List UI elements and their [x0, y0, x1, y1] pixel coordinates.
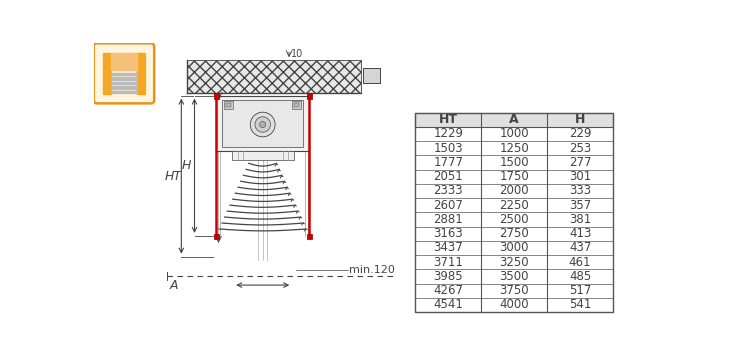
- Text: A: A: [170, 279, 178, 292]
- Bar: [216, 96, 309, 151]
- Bar: [111, 77, 137, 79]
- Text: 253: 253: [569, 142, 591, 155]
- Text: 2500: 2500: [500, 213, 529, 226]
- Bar: [363, 68, 380, 83]
- Text: HT: HT: [165, 170, 182, 183]
- Text: 357: 357: [569, 199, 591, 212]
- Text: H: H: [182, 159, 191, 172]
- Bar: [111, 73, 137, 75]
- Text: 2333: 2333: [433, 184, 463, 197]
- Circle shape: [251, 112, 275, 137]
- FancyBboxPatch shape: [94, 43, 154, 103]
- Text: 10: 10: [291, 49, 304, 59]
- Text: 1503: 1503: [433, 142, 463, 155]
- Bar: [416, 113, 613, 127]
- Text: A: A: [509, 113, 519, 126]
- Text: 3437: 3437: [433, 242, 464, 255]
- Text: 3163: 3163: [433, 227, 464, 240]
- Bar: [295, 103, 299, 107]
- Text: 2000: 2000: [500, 184, 529, 197]
- Text: H: H: [574, 113, 585, 126]
- Text: 1000: 1000: [500, 127, 529, 140]
- Text: 3711: 3711: [433, 256, 464, 269]
- Text: 2750: 2750: [500, 227, 529, 240]
- Bar: [111, 91, 137, 93]
- Circle shape: [260, 121, 266, 127]
- Bar: [232, 151, 294, 160]
- Text: 1777: 1777: [433, 156, 464, 169]
- Text: 2607: 2607: [433, 199, 464, 212]
- Bar: [224, 101, 233, 109]
- Bar: [214, 93, 219, 99]
- Bar: [416, 113, 613, 312]
- Text: 4541: 4541: [433, 299, 464, 312]
- Text: 301: 301: [569, 170, 591, 183]
- Text: 4000: 4000: [500, 299, 529, 312]
- Bar: [292, 101, 302, 109]
- Bar: [111, 82, 137, 84]
- Bar: [226, 103, 231, 107]
- Text: 3000: 3000: [500, 242, 529, 255]
- Text: min.120: min.120: [350, 265, 395, 275]
- Bar: [137, 53, 145, 94]
- Text: 333: 333: [569, 184, 591, 197]
- Text: 413: 413: [568, 227, 591, 240]
- Text: 461: 461: [568, 256, 591, 269]
- Text: 229: 229: [568, 127, 591, 140]
- Text: 1250: 1250: [500, 142, 529, 155]
- Text: 3250: 3250: [500, 256, 529, 269]
- Text: 3985: 3985: [433, 270, 463, 283]
- Text: 4267: 4267: [433, 284, 464, 297]
- Text: 2051: 2051: [433, 170, 464, 183]
- Text: 485: 485: [569, 270, 591, 283]
- Bar: [103, 53, 111, 94]
- Bar: [111, 53, 137, 70]
- Bar: [223, 100, 303, 147]
- Text: 3500: 3500: [500, 270, 529, 283]
- Text: 437: 437: [568, 242, 591, 255]
- Bar: [307, 234, 312, 239]
- Bar: [307, 93, 312, 99]
- Text: 1229: 1229: [433, 127, 464, 140]
- Text: 541: 541: [568, 299, 591, 312]
- Text: 277: 277: [568, 156, 591, 169]
- Bar: [214, 234, 219, 239]
- Text: 381: 381: [569, 213, 591, 226]
- Circle shape: [255, 117, 271, 132]
- Text: 2250: 2250: [500, 199, 529, 212]
- Text: HT: HT: [439, 113, 458, 126]
- Bar: [187, 60, 362, 93]
- Text: 517: 517: [568, 284, 591, 297]
- Text: 1750: 1750: [500, 170, 529, 183]
- Text: 3750: 3750: [500, 284, 529, 297]
- Text: 1500: 1500: [500, 156, 529, 169]
- Bar: [111, 86, 137, 89]
- Text: 2881: 2881: [433, 213, 464, 226]
